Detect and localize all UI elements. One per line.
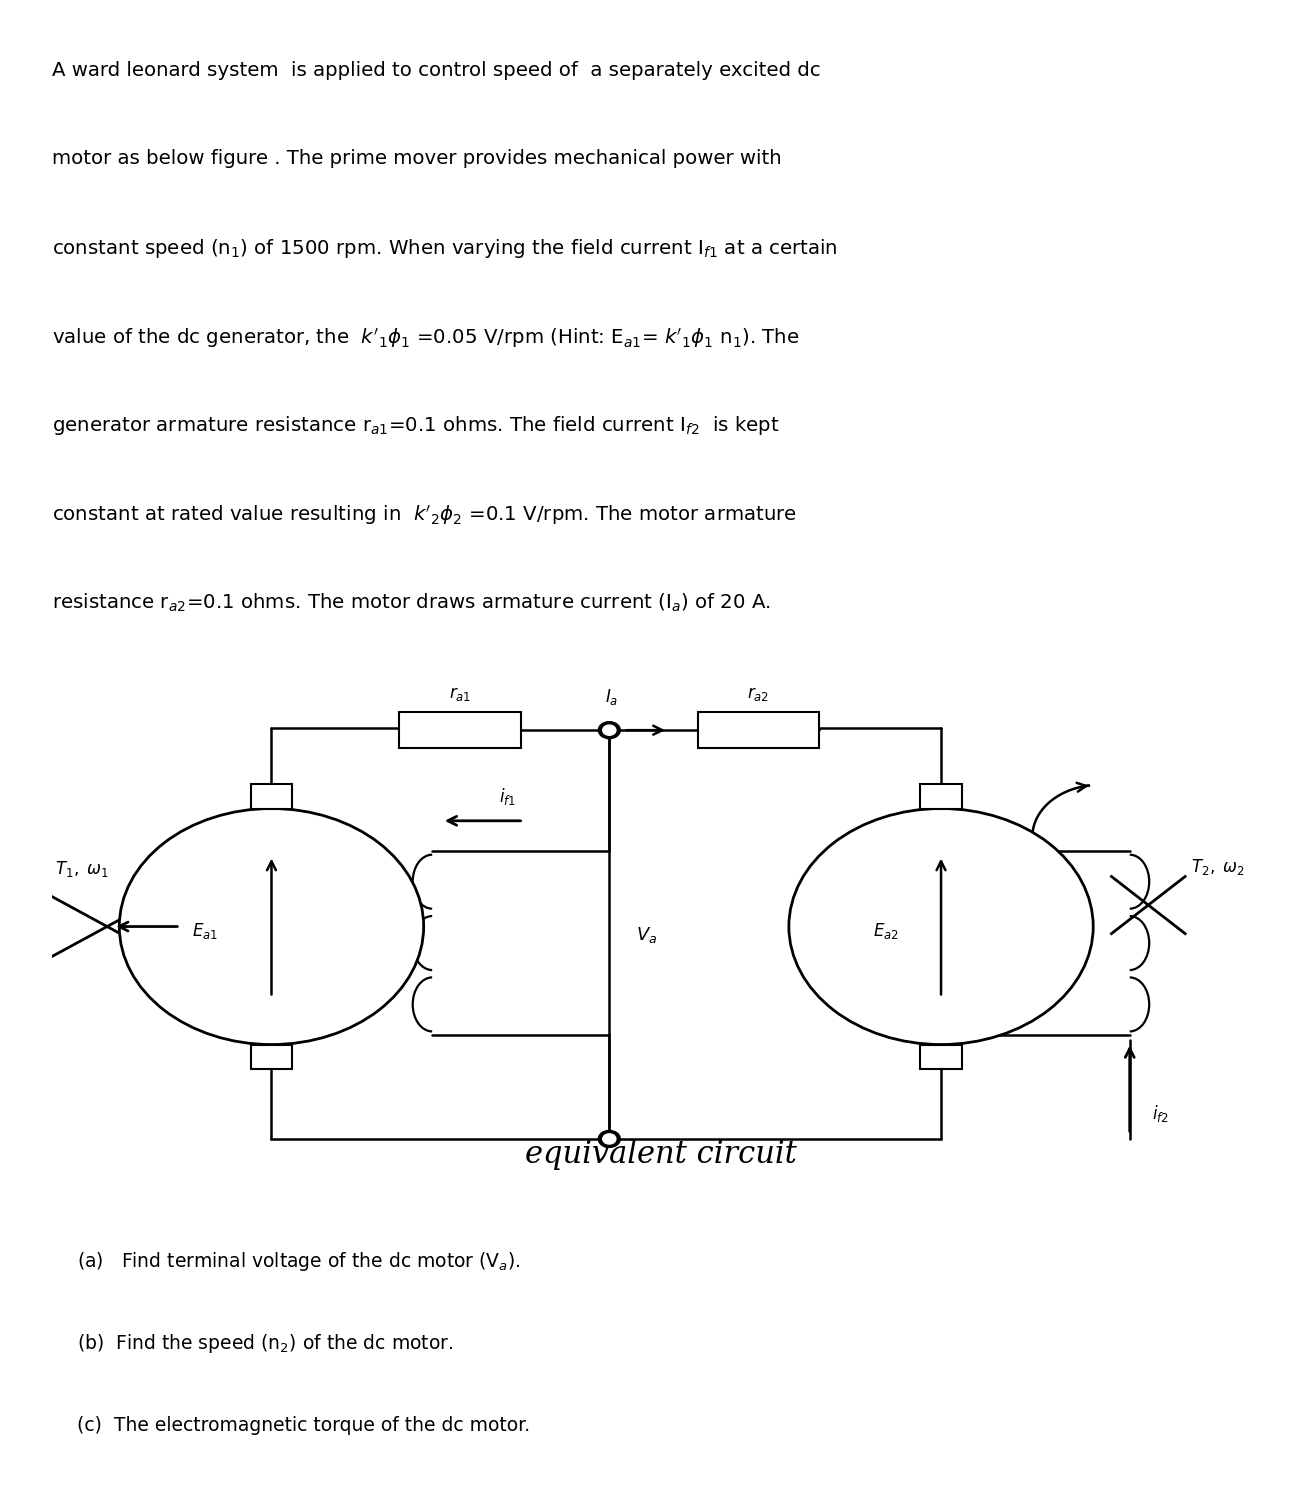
Text: $I_a$: $I_a$ <box>605 686 618 706</box>
Circle shape <box>598 1130 620 1147</box>
Text: generator armature resistance r$_{a1}$=0.1 ohms. The field current I$_{f2}$  is : generator armature resistance r$_{a1}$=0… <box>52 414 780 438</box>
Text: A ward leonard system  is applied to control speed of  a separately excited dc: A ward leonard system is applied to cont… <box>52 60 821 80</box>
Text: (b)  Find the speed (n$_2$) of the dc motor.: (b) Find the speed (n$_2$) of the dc mot… <box>77 1332 453 1354</box>
Bar <box>251 784 292 808</box>
Bar <box>251 1044 292 1069</box>
Bar <box>920 784 962 808</box>
Text: (a)   Find terminal voltage of the dc motor (V$_a$).: (a) Find terminal voltage of the dc moto… <box>77 1249 521 1273</box>
Text: constant at rated value resulting in  $k'_2\phi_2$ =0.1 V/rpm. The motor armatur: constant at rated value resulting in $k'… <box>52 503 797 527</box>
Text: $E_{a2}$: $E_{a2}$ <box>873 921 899 941</box>
Text: (c)  The electromagnetic torque of the dc motor.: (c) The electromagnetic torque of the dc… <box>77 1416 530 1434</box>
Text: $V_a$: $V_a$ <box>636 924 657 945</box>
Text: $i_{f1}$: $i_{f1}$ <box>499 786 516 807</box>
Text: $E_{a1}$: $E_{a1}$ <box>191 921 217 941</box>
Text: $i_{f2}$: $i_{f2}$ <box>1152 1103 1169 1124</box>
Text: $r_{a2}$: $r_{a2}$ <box>747 685 770 703</box>
Text: $T_2,\ \omega_2$: $T_2,\ \omega_2$ <box>1191 856 1245 877</box>
Circle shape <box>602 725 615 736</box>
Text: equivalent circuit: equivalent circuit <box>525 1139 797 1169</box>
Circle shape <box>598 722 620 739</box>
Text: $r_{a1}$: $r_{a1}$ <box>449 685 471 703</box>
Text: constant speed (n$_1$) of 1500 rpm. When varying the field current I$_{f1}$ at a: constant speed (n$_1$) of 1500 rpm. When… <box>52 238 838 260</box>
Bar <box>698 712 819 748</box>
Text: resistance r$_{a2}$=0.1 ohms. The motor draws armature current (I$_a$) of 20 A.: resistance r$_{a2}$=0.1 ohms. The motor … <box>52 591 771 614</box>
Circle shape <box>119 808 424 1044</box>
Text: motor as below figure . The prime mover provides mechanical power with: motor as below figure . The prime mover … <box>52 149 781 169</box>
Circle shape <box>602 1133 615 1144</box>
Bar <box>920 1044 962 1069</box>
Bar <box>399 712 521 748</box>
Text: value of the dc generator, the  $k'_1\phi_1$ =0.05 V/rpm (Hint: E$_{a1}$= $k'_1\: value of the dc generator, the $k'_1\phi… <box>52 327 800 351</box>
Circle shape <box>789 808 1093 1044</box>
Text: $T_1,\ \omega_1$: $T_1,\ \omega_1$ <box>55 859 109 879</box>
